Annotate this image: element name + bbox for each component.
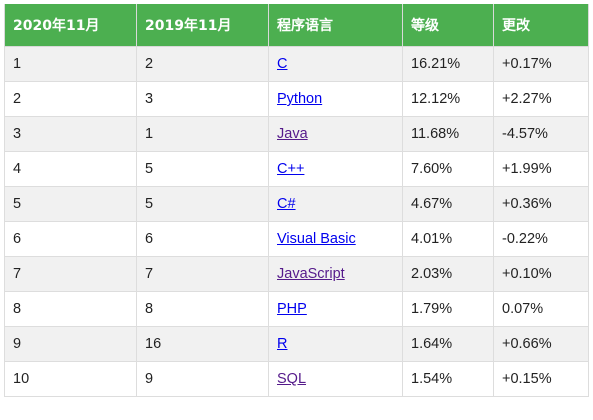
cell-change: +0.66% (493, 326, 589, 362)
cell-change: +0.17% (493, 46, 589, 82)
table-row: 6 6 Visual Basic 4.01% -0.22% (4, 221, 589, 257)
cell-rank-2019: 9 (136, 361, 269, 397)
language-link[interactable]: Java (277, 126, 308, 142)
cell-rating: 1.64% (402, 326, 494, 362)
language-link[interactable]: C# (277, 196, 296, 212)
cell-language: Python (268, 81, 403, 117)
cell-rating: 16.21% (402, 46, 494, 82)
cell-change: +0.10% (493, 256, 589, 292)
table-row: 10 9 SQL 1.54% +0.15% (4, 361, 589, 397)
cell-rank-2020: 4 (4, 151, 137, 187)
cell-rank-2020: 9 (4, 326, 137, 362)
language-link[interactable]: JavaScript (277, 266, 345, 282)
cell-rank-2020: 5 (4, 186, 137, 222)
cell-rank-2019: 7 (136, 256, 269, 292)
language-link[interactable]: C (277, 56, 288, 72)
table-row: 8 8 PHP 1.79% 0.07% (4, 291, 589, 327)
cell-rank-2020: 6 (4, 221, 137, 257)
cell-change: -4.57% (493, 116, 589, 152)
language-link[interactable]: C++ (277, 161, 305, 177)
cell-language: C# (268, 186, 403, 222)
header-rank-2019: 2019年11月 (136, 4, 269, 47)
cell-rank-2020: 2 (4, 81, 137, 117)
header-language: 程序语言 (268, 4, 403, 47)
cell-rating: 1.79% (402, 291, 494, 327)
cell-rating: 1.54% (402, 361, 494, 397)
table-body: 1 2 C 16.21% +0.17% 2 3 Python 12.12% +2.27% 3 1 Jav… (4, 46, 589, 397)
cell-rank-2019: 6 (136, 221, 269, 257)
cell-rank-2019: 5 (136, 151, 269, 187)
cell-rank-2020: 3 (4, 116, 137, 152)
header-row: 2020年11月 2019年11月 程序语言 等级 更改 (4, 4, 589, 47)
table-header: 2020年11月 2019年11月 程序语言 等级 更改 (4, 4, 589, 47)
cell-language: Java (268, 116, 403, 152)
header-rank-2020: 2020年11月 (4, 4, 137, 47)
ranking-table-container: 2020年11月 2019年11月 程序语言 等级 更改 1 2 C 16.21% +0… (4, 4, 589, 397)
cell-rank-2019: 5 (136, 186, 269, 222)
cell-rank-2020: 7 (4, 256, 137, 292)
cell-rank-2019: 8 (136, 291, 269, 327)
cell-language: PHP (268, 291, 403, 327)
language-link[interactable]: SQL (277, 371, 307, 387)
cell-language: SQL (268, 361, 403, 397)
cell-rating: 4.01% (402, 221, 494, 257)
cell-rank-2019: 16 (136, 326, 269, 362)
cell-rating: 11.68% (402, 116, 494, 152)
cell-change: +1.99% (493, 151, 589, 187)
language-ranking-table: 2020年11月 2019年11月 程序语言 等级 更改 1 2 C 16.21% +0… (4, 4, 589, 397)
header-rating: 等级 (402, 4, 494, 47)
cell-language: R (268, 326, 403, 362)
language-link[interactable]: Python (277, 91, 323, 107)
cell-rank-2019: 1 (136, 116, 269, 152)
cell-rank-2019: 3 (136, 81, 269, 117)
table-row: 7 7 JavaScript 2.03% +0.10% (4, 256, 589, 292)
cell-language: JavaScript (268, 256, 403, 292)
cell-change: +0.36% (493, 186, 589, 222)
cell-rank-2019: 2 (136, 46, 269, 82)
table-row: 5 5 C# 4.67% +0.36% (4, 186, 589, 222)
table-row: 2 3 Python 12.12% +2.27% (4, 81, 589, 117)
cell-language: C (268, 46, 403, 82)
cell-rating: 4.67% (402, 186, 494, 222)
language-link[interactable]: Visual Basic (277, 231, 356, 247)
header-change: 更改 (493, 4, 589, 47)
cell-change: 0.07% (493, 291, 589, 327)
language-link[interactable]: R (277, 336, 288, 352)
table-row: 3 1 Java 11.68% -4.57% (4, 116, 589, 152)
cell-rating: 2.03% (402, 256, 494, 292)
cell-language: Visual Basic (268, 221, 403, 257)
table-row: 9 16 R 1.64% +0.66% (4, 326, 589, 362)
language-link[interactable]: PHP (277, 301, 307, 317)
cell-rank-2020: 8 (4, 291, 137, 327)
table-row: 4 5 C++ 7.60% +1.99% (4, 151, 589, 187)
cell-rank-2020: 1 (4, 46, 137, 82)
cell-language: C++ (268, 151, 403, 187)
cell-change: +2.27% (493, 81, 589, 117)
table-row: 1 2 C 16.21% +0.17% (4, 46, 589, 82)
cell-change: +0.15% (493, 361, 589, 397)
cell-change: -0.22% (493, 221, 589, 257)
cell-rating: 7.60% (402, 151, 494, 187)
cell-rank-2020: 10 (4, 361, 137, 397)
cell-rating: 12.12% (402, 81, 494, 117)
